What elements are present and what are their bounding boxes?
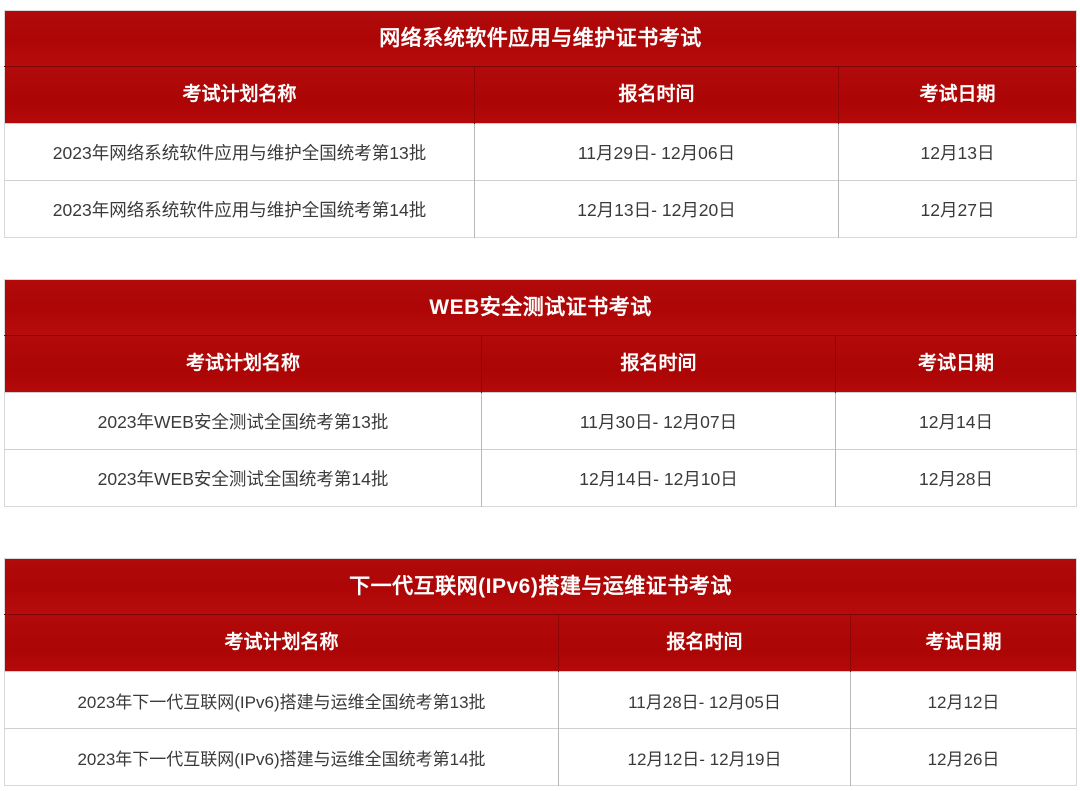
table-header-row: 考试计划名称 报名时间 考试日期	[4, 66, 1077, 124]
table-title-row: 网络系统软件应用与维护证书考试	[4, 10, 1077, 67]
column-header-exam-date: 考试日期	[849, 614, 1077, 672]
cell-exam-date: 12月28日	[835, 449, 1077, 507]
cell-registration-period: 12月12日- 12月19日	[558, 728, 851, 786]
cell-plan-name: 2023年下一代互联网(IPv6)搭建与运维全国统考第14批	[4, 728, 559, 786]
column-header-registration-period: 报名时间	[474, 66, 839, 124]
cell-plan-name: 2023年下一代互联网(IPv6)搭建与运维全国统考第13批	[4, 671, 559, 729]
table-row: 2023年下一代互联网(IPv6)搭建与运维全国统考第14批 12月12日- 1…	[4, 728, 1077, 786]
column-header-exam-date: 考试日期	[837, 66, 1077, 124]
table-title-row: 下一代互联网(IPv6)搭建与运维证书考试	[4, 558, 1077, 615]
table-row: 2023年下一代互联网(IPv6)搭建与运维全国统考第13批 11月28日- 1…	[4, 671, 1077, 729]
column-header-exam-date: 考试日期	[835, 335, 1077, 393]
table-row: 2023年网络系统软件应用与维护全国统考第14批 12月13日- 12月20日 …	[4, 180, 1077, 238]
column-header-plan-name: 考试计划名称	[4, 335, 482, 393]
table-row: 2023年WEB安全测试全国统考第13批 11月30日- 12月07日 12月1…	[4, 392, 1077, 450]
table-row: 2023年WEB安全测试全国统考第14批 12月14日- 12月10日 12月2…	[4, 449, 1077, 507]
exam-table-web-security-testing: WEB安全测试证书考试 考试计划名称 报名时间 考试日期 2023年WEB安全测…	[4, 279, 1077, 507]
table-row: 2023年网络系统软件应用与维护全国统考第13批 11月29日- 12月06日 …	[4, 123, 1077, 181]
cell-registration-period: 11月29日- 12月06日	[474, 123, 839, 181]
cell-registration-period: 12月14日- 12月10日	[481, 449, 836, 507]
cell-plan-name: 2023年网络系统软件应用与维护全国统考第14批	[4, 180, 475, 238]
column-header-registration-period: 报名时间	[481, 335, 836, 393]
cell-exam-date: 12月13日	[837, 123, 1077, 181]
table-title: 下一代互联网(IPv6)搭建与运维证书考试	[4, 558, 1077, 615]
table-title-row: WEB安全测试证书考试	[4, 279, 1077, 336]
column-header-registration-period: 报名时间	[558, 614, 851, 672]
table-header-row: 考试计划名称 报名时间 考试日期	[4, 614, 1077, 672]
cell-exam-date: 12月27日	[837, 180, 1077, 238]
column-header-plan-name: 考试计划名称	[4, 66, 475, 124]
cell-registration-period: 11月28日- 12月05日	[558, 671, 851, 729]
exam-table-ipv6-deployment-ops: 下一代互联网(IPv6)搭建与运维证书考试 考试计划名称 报名时间 考试日期 2…	[4, 558, 1078, 786]
cell-registration-period: 12月13日- 12月20日	[474, 180, 839, 238]
cell-exam-date: 12月12日	[849, 671, 1077, 729]
cell-plan-name: 2023年WEB安全测试全国统考第14批	[4, 449, 482, 507]
table-title: 网络系统软件应用与维护证书考试	[4, 10, 1077, 67]
cell-plan-name: 2023年WEB安全测试全国统考第13批	[4, 392, 482, 450]
cell-exam-date: 12月26日	[849, 728, 1077, 786]
exam-table-network-system-software: 网络系统软件应用与维护证书考试 考试计划名称 报名时间 考试日期 2023年网络…	[4, 10, 1078, 238]
cell-plan-name: 2023年网络系统软件应用与维护全国统考第13批	[4, 123, 475, 181]
table-header-row: 考试计划名称 报名时间 考试日期	[4, 335, 1077, 393]
cell-registration-period: 11月30日- 12月07日	[481, 392, 836, 450]
cell-exam-date: 12月14日	[835, 392, 1077, 450]
column-header-plan-name: 考试计划名称	[4, 614, 559, 672]
table-title: WEB安全测试证书考试	[4, 279, 1077, 336]
